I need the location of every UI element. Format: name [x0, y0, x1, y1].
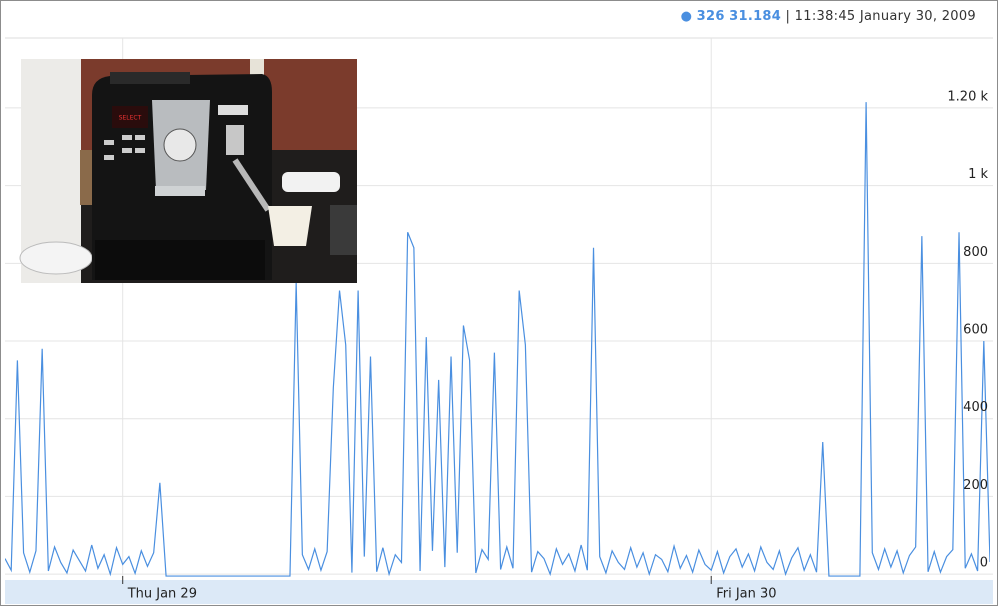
y-tick-label: 800: [963, 245, 988, 260]
series-line: [5, 102, 990, 577]
svg-text:SELECT: SELECT: [119, 115, 142, 122]
y-tick-label: 200: [963, 478, 988, 493]
x-axis-band: [5, 580, 993, 604]
y-tick-label: 1.20 k: [947, 89, 988, 104]
series-name: 326: [696, 9, 725, 24]
x-tick-label: Fri Jan 30: [716, 587, 776, 602]
header: ● 326 31.184 | 11:38:45 January 30, 2009: [681, 9, 976, 24]
y-tick-label: 400: [963, 400, 988, 415]
current-value: 31.184: [729, 9, 782, 24]
y-tick-label: 1 k: [968, 167, 988, 182]
x-tick-label: Thu Jan 29: [127, 587, 197, 602]
timestamp: 11:38:45 January 30, 2009: [794, 9, 976, 24]
photo: SELECT: [19, 59, 357, 283]
y-tick-label: 0: [980, 556, 988, 571]
legend-dot: ●: [680, 9, 693, 24]
y-tick-label: 600: [963, 323, 988, 338]
separator: |: [785, 9, 791, 24]
